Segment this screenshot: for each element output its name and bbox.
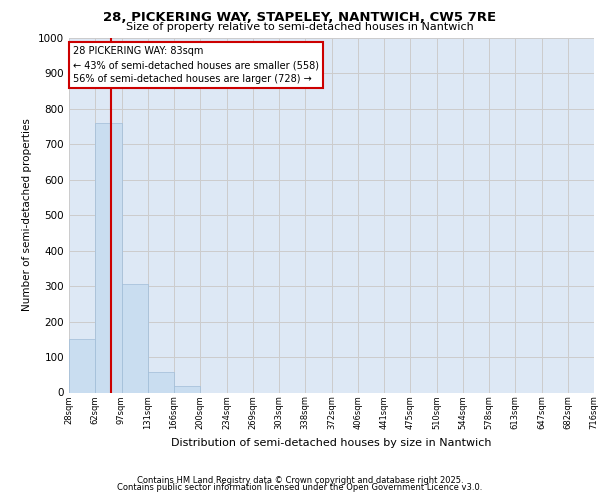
Y-axis label: Number of semi-detached properties: Number of semi-detached properties bbox=[22, 118, 32, 312]
Bar bbox=[174, 386, 200, 392]
X-axis label: Distribution of semi-detached houses by size in Nantwich: Distribution of semi-detached houses by … bbox=[171, 438, 492, 448]
Text: Contains HM Land Registry data © Crown copyright and database right 2025.: Contains HM Land Registry data © Crown c… bbox=[137, 476, 463, 485]
Bar bbox=[95, 124, 121, 392]
Text: 28, PICKERING WAY, STAPELEY, NANTWICH, CW5 7RE: 28, PICKERING WAY, STAPELEY, NANTWICH, C… bbox=[103, 11, 497, 24]
Text: Contains public sector information licensed under the Open Government Licence v3: Contains public sector information licen… bbox=[118, 484, 482, 492]
Text: 28 PICKERING WAY: 83sqm
← 43% of semi-detached houses are smaller (558)
56% of s: 28 PICKERING WAY: 83sqm ← 43% of semi-de… bbox=[73, 46, 319, 84]
Bar bbox=[148, 372, 174, 392]
Bar bbox=[69, 338, 95, 392]
Text: Size of property relative to semi-detached houses in Nantwich: Size of property relative to semi-detach… bbox=[126, 22, 474, 32]
Bar bbox=[121, 284, 148, 393]
